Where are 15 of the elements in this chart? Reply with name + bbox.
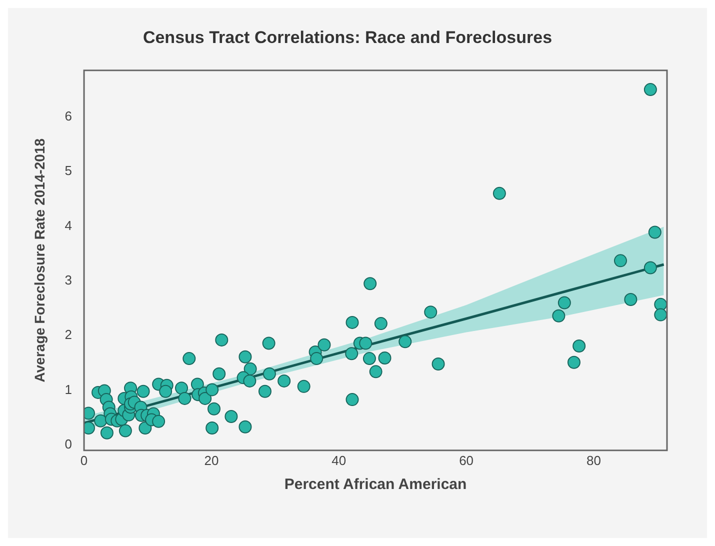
x-tick-label: 20 — [204, 452, 219, 468]
x-axis-title: Percent African American — [284, 476, 467, 494]
x-tick-label: 40 — [332, 452, 346, 468]
y-tick-label: 6 — [64, 108, 72, 124]
y-tick-label: 5 — [64, 163, 72, 178]
x-tick-label: 60 — [459, 452, 474, 468]
y-tick-label: 2 — [64, 327, 72, 342]
y-tick-label: 0 — [64, 436, 72, 452]
y-tick-label: 4 — [64, 218, 72, 233]
chart-title: Census Tract Correlations: Race and Foreclosures — [142, 28, 552, 47]
y-tick-label: 3 — [64, 272, 72, 288]
x-tick-label: 80 — [586, 452, 601, 468]
y-axis-title: Average Foreclosure Rate 2014-2018 — [31, 138, 48, 382]
y-tick-label: 1 — [64, 382, 72, 397]
x-tick-label: 0 — [80, 452, 88, 468]
